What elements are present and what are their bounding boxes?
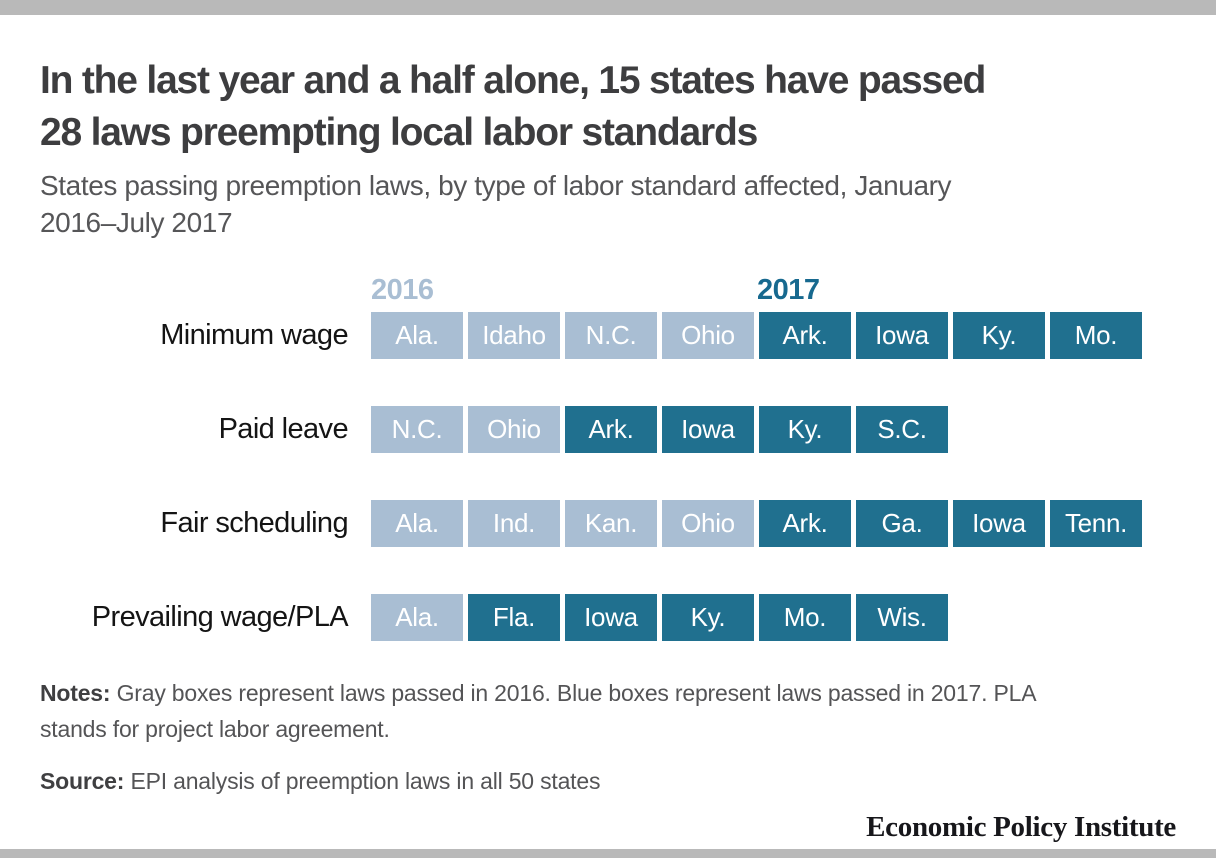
notes-text-line1: Gray boxes represent laws passed in 2016… [116, 680, 1037, 706]
state-box-2017: Ky. [662, 594, 754, 641]
state-box-2016: Idaho [468, 312, 560, 359]
row-label: Fair scheduling [160, 507, 348, 539]
state-box-2017: Mo. [759, 594, 851, 641]
state-box-2016: Ala. [371, 312, 463, 359]
state-box-2016: Ohio [662, 312, 754, 359]
state-box-2016: N.C. [565, 312, 657, 359]
epi-logo-text: Economic Policy Institute [866, 811, 1176, 843]
year-label-2017: 2017 [757, 274, 820, 306]
row-boxes: N.C. Ohio Ark. Iowa Ky. S.C. [371, 406, 948, 453]
state-box-2016: Ala. [371, 594, 463, 641]
state-box-2017: Ga. [856, 500, 948, 547]
chart-title-line2: 28 laws preempting local labor standards [40, 111, 758, 154]
state-box-2017: Ky. [759, 406, 851, 453]
state-box-2017: Ark. [759, 500, 851, 547]
state-box-2017: Wis. [856, 594, 948, 641]
chart-rows: Minimum wage Ala. Idaho N.C. Ohio Ark. Iowa Ky.… [40, 312, 1176, 641]
state-box-2017: Iowa [856, 312, 948, 359]
state-box-2017: Ark. [565, 406, 657, 453]
year-header-row: 2016 2017 [371, 274, 1176, 306]
state-box-2017: Mo. [1050, 312, 1142, 359]
state-box-2017: S.C. [856, 406, 948, 453]
chart-row: Paid leave N.C. Ohio Ark. Iowa Ky. S.C. [40, 406, 1176, 453]
state-box-2016: Ohio [468, 406, 560, 453]
chart-row: Minimum wage Ala. Idaho N.C. Ohio Ark. Iowa Ky.… [40, 312, 1176, 359]
source-block: Source: EPI analysis of preemption laws … [40, 763, 1140, 799]
state-box-2017: Ark. [759, 312, 851, 359]
row-boxes: Ala. Idaho N.C. Ohio Ark. Iowa Ky. Mo. [371, 312, 1142, 359]
state-box-2017: Ky. [953, 312, 1045, 359]
state-box-2016: Ind. [468, 500, 560, 547]
row-label: Minimum wage [160, 319, 348, 351]
row-label: Prevailing wage/PLA [91, 601, 349, 633]
top-divider-bar [0, 0, 1216, 15]
chart-subtitle: States passing preemption laws, by type … [40, 167, 1176, 241]
source-label: Source: [40, 768, 125, 794]
notes-block: Notes: Gray boxes represent laws passed … [40, 675, 1140, 747]
chart-subtitle-line1: States passing preemption laws, by type … [40, 170, 952, 201]
chart-title-line1: In the last year and a half alone, 15 st… [40, 59, 986, 102]
row-label: Paid leave [218, 413, 349, 445]
state-box-2017: Iowa [662, 406, 754, 453]
state-box-2017: Iowa [953, 500, 1045, 547]
row-boxes: Ala. Fla. Iowa Ky. Mo. Wis. [371, 594, 948, 641]
year-label-2016: 2016 [371, 274, 434, 306]
chart-title: In the last year and a half alone, 15 st… [40, 55, 1176, 159]
chart-row: Fair scheduling Ala. Ind. Kan. Ohio Ark. Ga. Io… [40, 500, 1176, 547]
source-text: EPI analysis of preemption laws in all 5… [130, 768, 601, 794]
state-box-2016: Ala. [371, 500, 463, 547]
bottom-divider-bar [0, 849, 1216, 858]
preemption-chart: 2016 2017 Minimum wage Ala. Idaho N.C. Ohio A… [40, 274, 1176, 641]
notes-label: Notes: [40, 680, 111, 706]
chart-subtitle-line2: 2016–July 2017 [40, 207, 233, 238]
state-box-2017: Fla. [468, 594, 560, 641]
state-box-2016: Ohio [662, 500, 754, 547]
state-box-2017: Tenn. [1050, 500, 1142, 547]
chart-row: Prevailing wage/PLA Ala. Fla. Iowa Ky. Mo. Wis… [40, 594, 1176, 641]
notes-text-line2: stands for project labor agreement. [40, 716, 390, 742]
state-box-2016: Kan. [565, 500, 657, 547]
row-boxes: Ala. Ind. Kan. Ohio Ark. Ga. Iowa Tenn. [371, 500, 1142, 547]
state-box-2017: Iowa [565, 594, 657, 641]
state-box-2016: N.C. [371, 406, 463, 453]
